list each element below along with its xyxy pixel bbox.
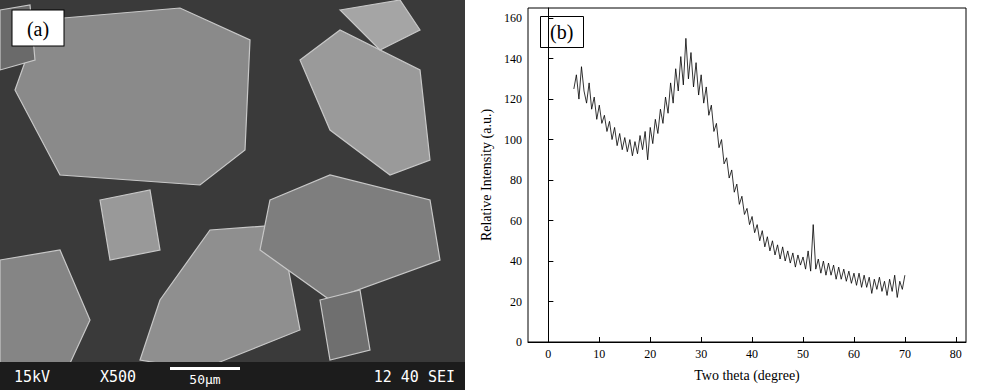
svg-text:(a): (a) — [27, 18, 49, 41]
svg-text:40: 40 — [746, 347, 758, 361]
svg-text:40: 40 — [510, 254, 522, 268]
svg-text:Two theta (degree): Two theta (degree) — [694, 368, 800, 384]
svg-text:X500: X500 — [100, 368, 136, 386]
svg-text:70: 70 — [899, 347, 911, 361]
svg-text:140: 140 — [504, 52, 522, 66]
svg-text:60: 60 — [848, 347, 860, 361]
svg-text:50: 50 — [797, 347, 809, 361]
svg-text:15kV: 15kV — [14, 368, 50, 386]
svg-text:120: 120 — [504, 92, 522, 106]
svg-text:20: 20 — [510, 295, 522, 309]
svg-text:160: 160 — [504, 11, 522, 25]
svg-text:80: 80 — [510, 173, 522, 187]
svg-text:100: 100 — [504, 133, 522, 147]
svg-text:0: 0 — [545, 347, 551, 361]
svg-text:30: 30 — [695, 347, 707, 361]
svg-text:50µm: 50µm — [189, 372, 220, 387]
svg-text:10: 10 — [593, 347, 605, 361]
svg-text:80: 80 — [950, 347, 962, 361]
svg-text:(b): (b) — [550, 21, 573, 44]
svg-text:20: 20 — [644, 347, 656, 361]
svg-text:0: 0 — [516, 335, 522, 349]
svg-text:60: 60 — [510, 214, 522, 228]
svg-text:12 40 SEI: 12 40 SEI — [374, 368, 455, 386]
svg-text:Relative Intensity (a.u.): Relative Intensity (a.u.) — [479, 109, 495, 242]
